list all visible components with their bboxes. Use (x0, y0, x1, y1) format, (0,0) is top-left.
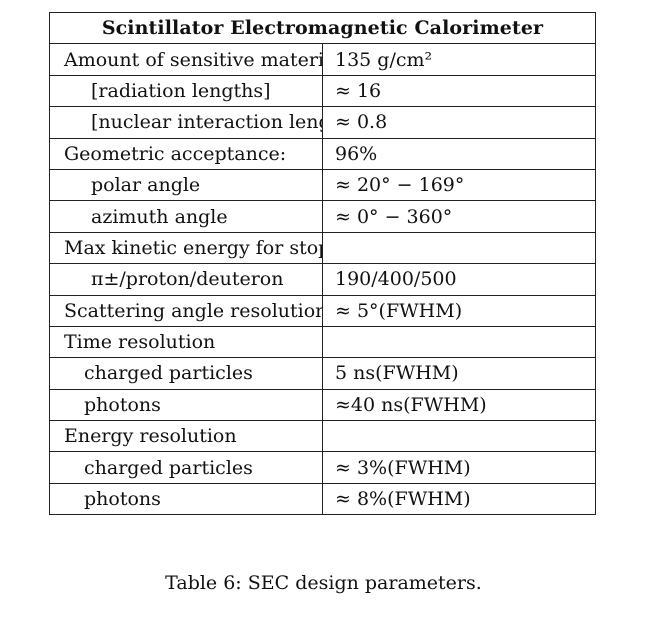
table-row: Time resolution (49, 325, 596, 359)
row-label: azimuth angle (49, 200, 323, 233)
table-row: azimuth angle ≈ 0° − 360° (49, 200, 596, 233)
table-row: Geometric acceptance: 96% (49, 137, 596, 170)
row-value: ≈ 0.8 (322, 106, 596, 139)
row-label: charged particles (49, 357, 323, 390)
table-row: [radiation lengths] ≈ 16 (49, 74, 596, 108)
row-label: polar angle (49, 168, 323, 202)
row-value: ≈ 3%(FWHM) (322, 451, 596, 484)
row-label: Max kinetic energy for stopping (49, 231, 323, 265)
table-row: photons ≈40 ns(FWHM) (49, 388, 596, 422)
row-value: ≈ 16 (322, 74, 596, 108)
row-value: ≈ 8%(FWHM) (322, 482, 596, 516)
table-row: charged particles 5 ns(FWHM) (49, 357, 596, 390)
row-label: photons (49, 482, 323, 516)
table-caption: Table 6: SEC design parameters. (165, 572, 482, 594)
table-row: Scattering angle resolution ≈ 5°(FWHM) (49, 294, 596, 327)
table-title-row: Scintillator Electromagnetic Calorimeter (49, 11, 596, 45)
row-value: ≈ 20° − 169° (322, 168, 596, 202)
row-value: 96% (322, 137, 596, 170)
table-row: Energy resolution (49, 420, 596, 453)
table-row: Amount of sensitive material 135 g/cm² (49, 43, 596, 76)
row-value: ≈ 5°(FWHM) (322, 294, 596, 327)
table-row: [nuclear interaction length] ≈ 0.8 (49, 106, 596, 139)
row-value: 5 ns(FWHM) (322, 357, 596, 390)
row-label: Geometric acceptance: (49, 137, 323, 170)
row-label: Amount of sensitive material (49, 43, 323, 76)
table-row: charged particles ≈ 3%(FWHM) (49, 451, 596, 484)
row-label: [radiation lengths] (49, 74, 323, 108)
sec-parameters-table-wrapper: Scintillator Electromagnetic Calorimeter… (49, 11, 596, 516)
row-value: ≈ 0° − 360° (322, 200, 596, 233)
row-label: charged particles (49, 451, 323, 484)
row-value (322, 231, 596, 265)
row-label: π±/proton/deuteron (49, 263, 323, 296)
row-label: Energy resolution (49, 420, 323, 453)
row-label: [nuclear interaction length] (49, 106, 323, 139)
table-row: π±/proton/deuteron 190/400/500 (49, 263, 596, 296)
row-value: ≈40 ns(FWHM) (322, 388, 596, 422)
row-label: Time resolution (49, 325, 323, 359)
row-label: photons (49, 388, 323, 422)
row-value: 190/400/500 (322, 263, 596, 296)
sec-parameters-table: Scintillator Electromagnetic Calorimeter… (49, 11, 596, 516)
row-value (322, 420, 596, 453)
table-row: polar angle ≈ 20° − 169° (49, 168, 596, 202)
row-label: Scattering angle resolution (49, 294, 323, 327)
table-row: Max kinetic energy for stopping (49, 231, 596, 265)
row-value (322, 325, 596, 359)
table-title: Scintillator Electromagnetic Calorimeter (49, 11, 596, 45)
row-value: 135 g/cm² (322, 43, 596, 76)
table-row: photons ≈ 8%(FWHM) (49, 482, 596, 516)
